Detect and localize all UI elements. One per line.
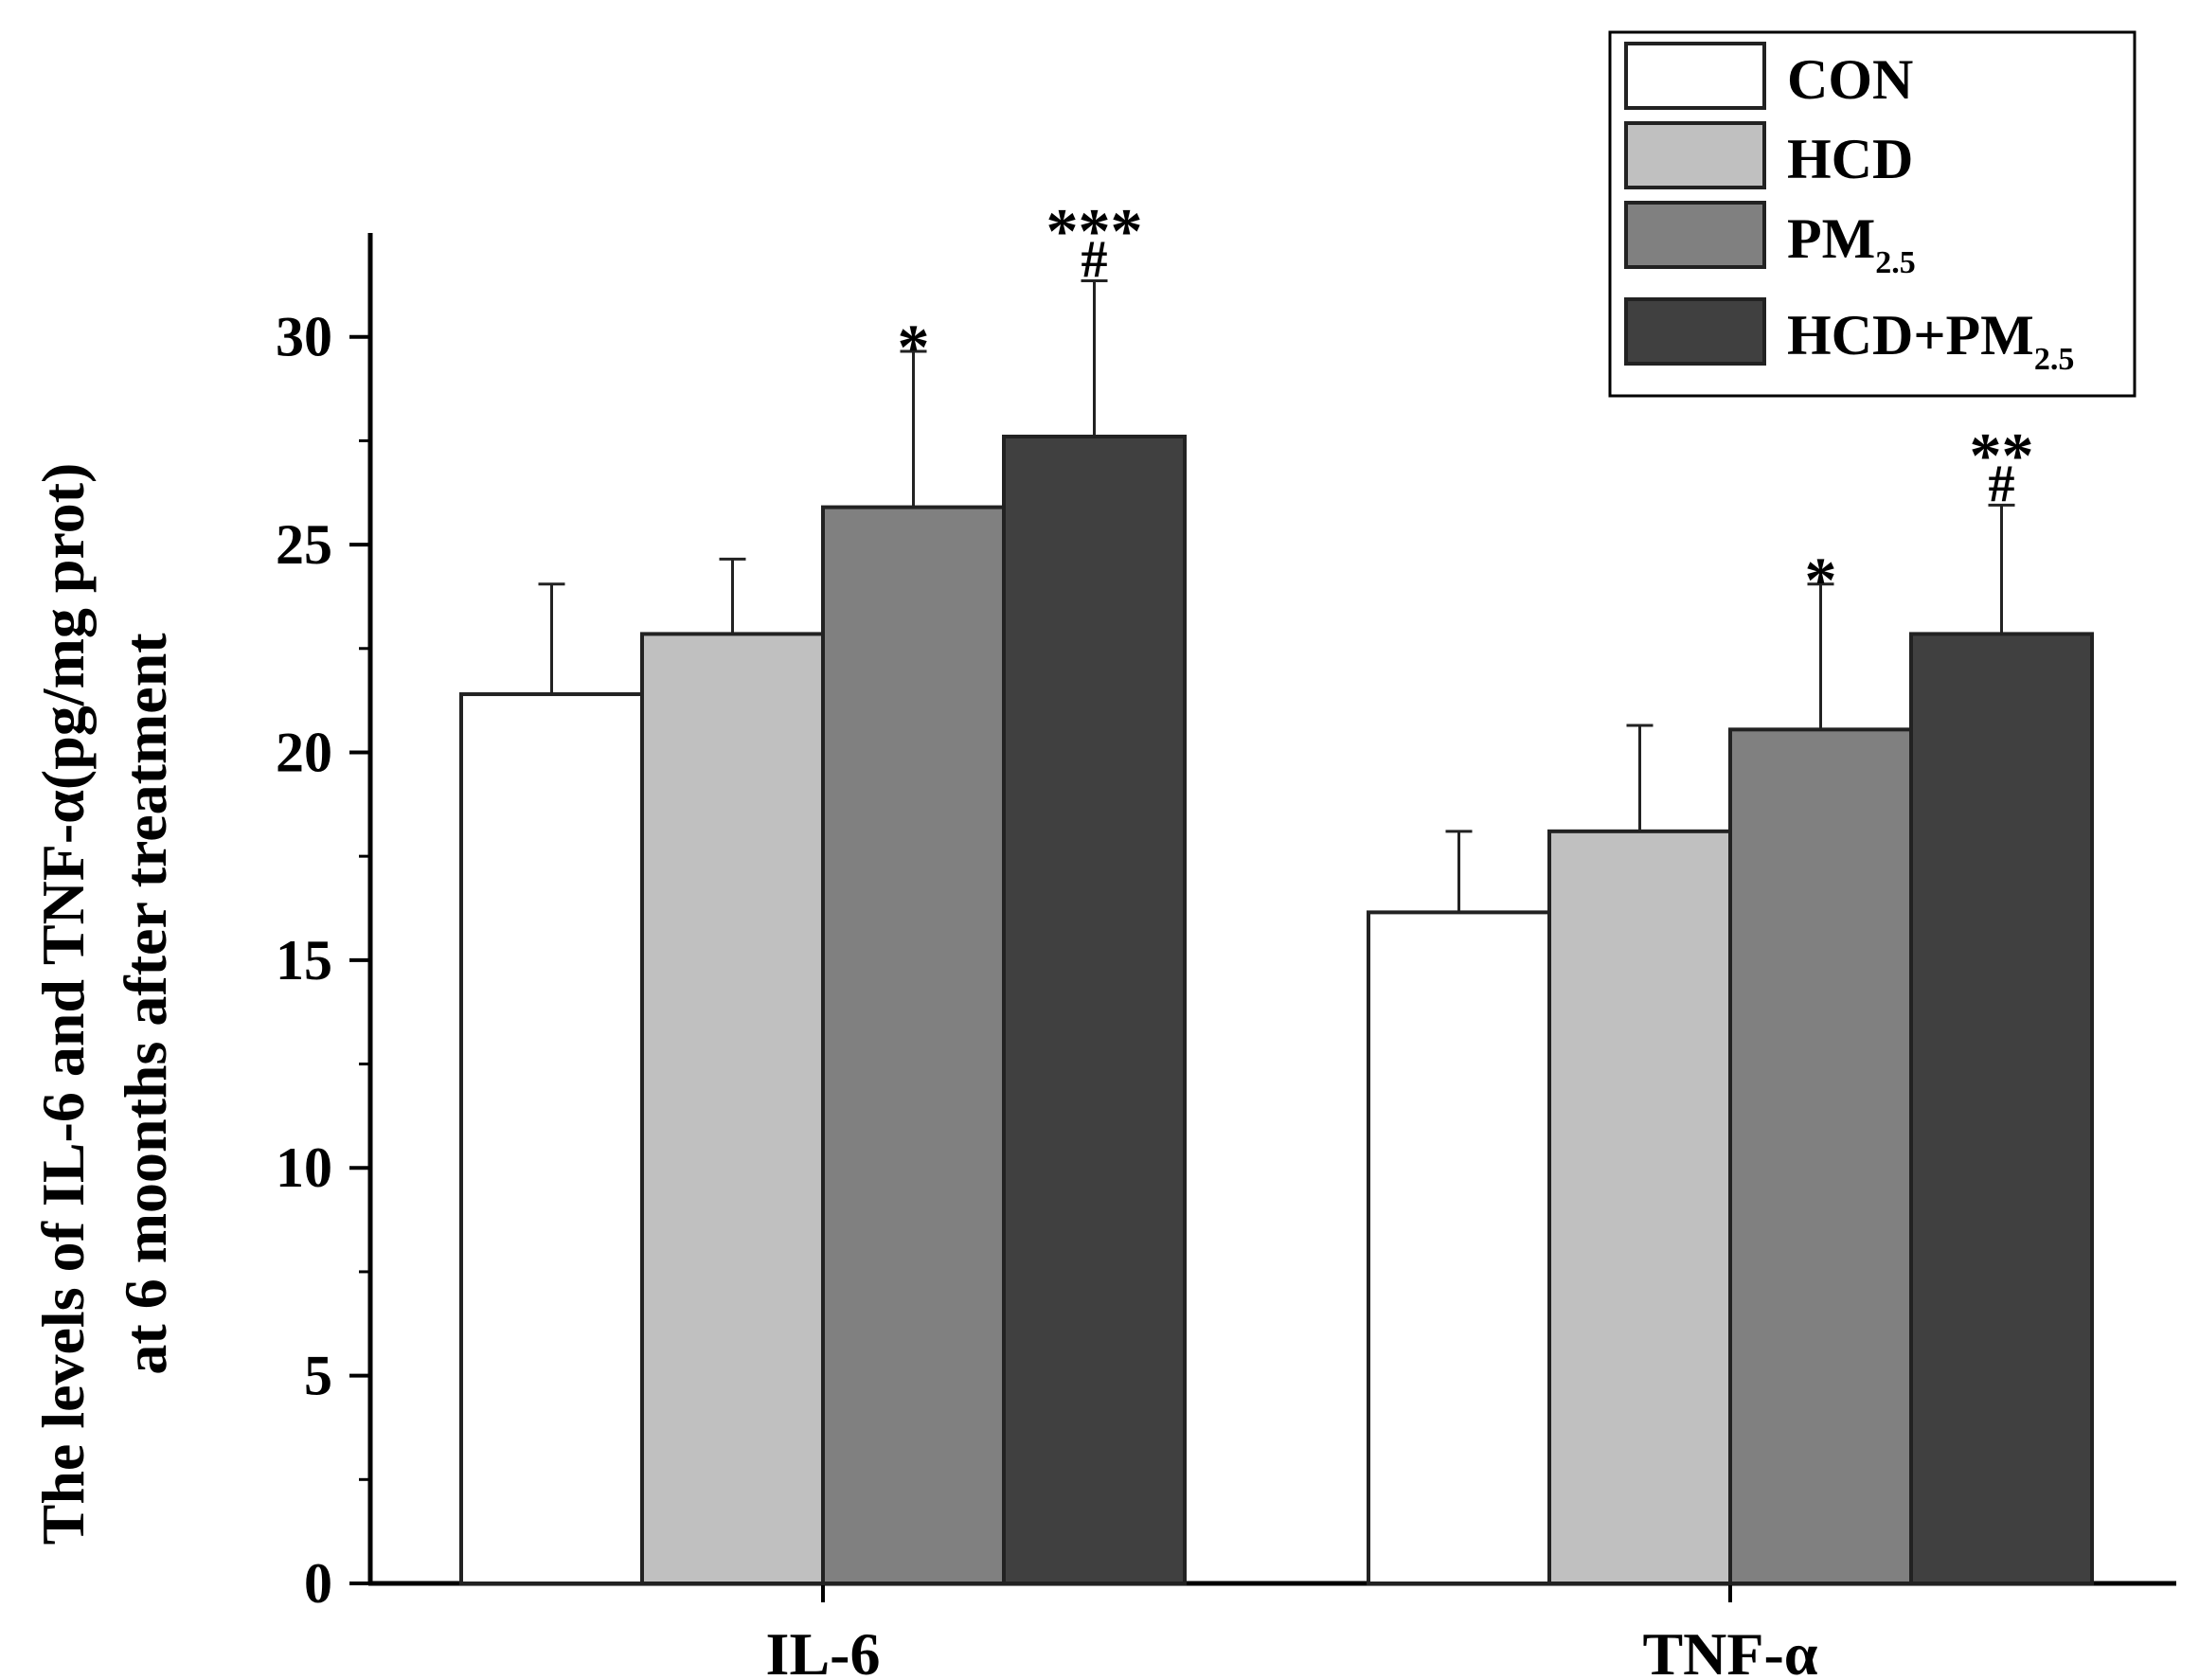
y-tick-label: 0 [304,1552,332,1615]
y-tick-label: 30 [276,306,332,368]
x-tick-label: TNF-α [1642,1620,1817,1680]
significance-hash: # [1082,230,1108,289]
x-tick-label: IL-6 [766,1620,881,1680]
legend-swatch [1624,201,1766,269]
bar [1547,829,1732,1585]
significance-hash: # [1989,455,2015,513]
legend-label: CON [1787,48,1913,111]
y-axis-label-line1: The levels of IL-6 and TNF-α(pg/mg prot) [29,463,97,1546]
error-bars [538,278,2015,913]
bar [821,505,1006,1586]
bar [459,692,644,1585]
y-tick-label: 10 [276,1136,332,1199]
bars [459,434,2094,1586]
legend-label: HCD [1787,128,1913,190]
significance-stars: ** [1970,419,2034,491]
legend-label-subscript: 2.5 [1875,245,1916,280]
significance-stars: * [898,311,930,383]
y-axis-label-line2: at 6 moonths after treatment [112,633,179,1375]
legend-label-subscript: 2.5 [2034,342,2075,377]
y-tick-label: 25 [276,513,332,576]
bar [640,632,825,1585]
legend-label: HCD+PM2.5 [1787,304,2074,377]
y-tick-labels: 0 5 10 15 20 25 30 [276,306,332,1615]
bar [1002,434,1187,1585]
x-tick-labels: IL-6 TNF-α [766,1620,1818,1680]
y-tick-label: 15 [276,929,332,992]
y-tick-label: 20 [276,721,332,783]
legend-swatch [1624,42,1766,110]
significance-stars: *** [1046,194,1143,266]
y-tick-label: 5 [304,1345,332,1407]
legend-swatch [1624,297,1766,366]
bar [1728,727,1913,1585]
bar [1909,632,2094,1585]
significance-annotations: *#****#** [898,194,2034,615]
bar [1367,910,1551,1585]
significance-stars: * [1805,544,1837,616]
legend-swatch [1624,121,1766,189]
